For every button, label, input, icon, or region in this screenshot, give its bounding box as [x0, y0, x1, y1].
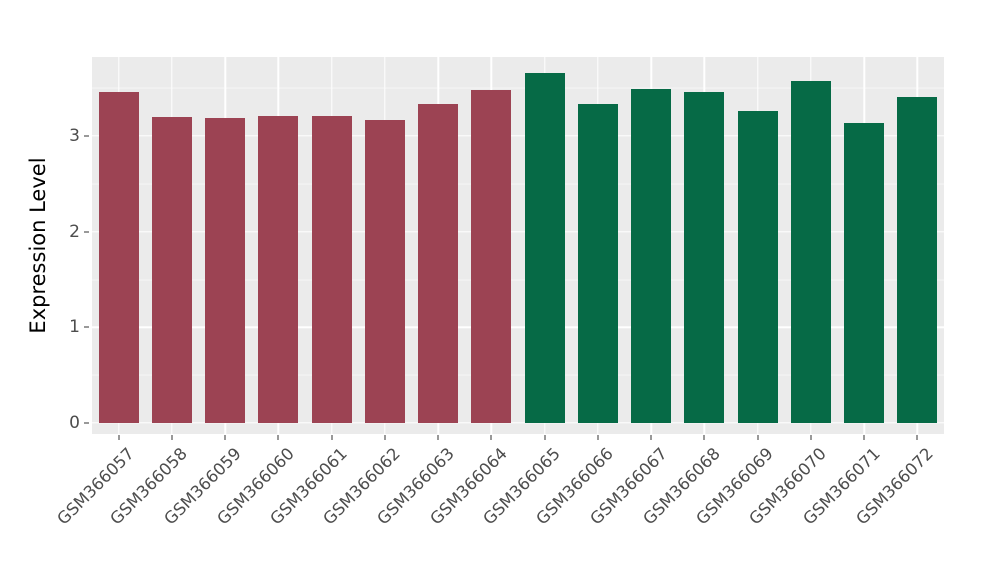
bar	[897, 96, 938, 423]
y-tick-mark	[84, 422, 89, 424]
x-tick-mark	[810, 435, 812, 440]
x-tick-mark	[757, 435, 759, 440]
gridline-minor-horizontal	[92, 87, 944, 89]
x-tick-mark	[277, 435, 279, 440]
plot-panel	[92, 57, 944, 434]
bar	[311, 115, 352, 423]
bar	[790, 80, 831, 423]
gridline-major-horizontal	[92, 422, 944, 424]
x-tick-mark	[331, 435, 333, 440]
gridline-major-horizontal	[92, 230, 944, 233]
bar	[844, 122, 885, 423]
y-tick-mark	[84, 326, 89, 328]
y-tick-mark	[84, 231, 89, 233]
gridline-major-horizontal	[92, 326, 944, 329]
x-tick-mark	[916, 435, 918, 440]
bar	[737, 111, 778, 423]
y-tick-label: 3	[69, 126, 80, 146]
bar	[631, 89, 672, 423]
x-tick-mark	[224, 435, 226, 440]
x-tick-mark	[384, 435, 386, 440]
x-tick-mark	[490, 435, 492, 440]
x-tick-mark	[863, 435, 865, 440]
y-axis-ticks: 0 1 2 3	[46, 0, 89, 580]
x-tick-mark	[703, 435, 705, 440]
bar	[418, 104, 459, 423]
bar	[577, 104, 618, 423]
bar	[524, 72, 565, 423]
bar	[364, 119, 405, 423]
bar	[98, 92, 139, 423]
x-tick-mark	[650, 435, 652, 440]
bar	[205, 117, 246, 423]
y-tick-label: 2	[69, 221, 80, 242]
gridline-minor-horizontal	[92, 183, 944, 185]
x-tick-mark	[118, 435, 120, 440]
x-tick-mark	[544, 435, 546, 440]
x-tick-mark	[437, 435, 439, 440]
x-tick-mark	[597, 435, 599, 440]
y-tick-label: 1	[69, 317, 80, 338]
bar	[258, 115, 299, 423]
gridline-minor-horizontal	[92, 374, 944, 376]
bar	[471, 90, 512, 423]
bar	[151, 116, 192, 423]
y-tick-mark	[84, 135, 89, 137]
bar	[684, 92, 725, 423]
x-tick-mark	[171, 435, 173, 440]
y-tick-label: 0	[69, 413, 80, 433]
gridline-minor-horizontal	[92, 279, 944, 280]
gridline-major-horizontal	[92, 135, 944, 137]
